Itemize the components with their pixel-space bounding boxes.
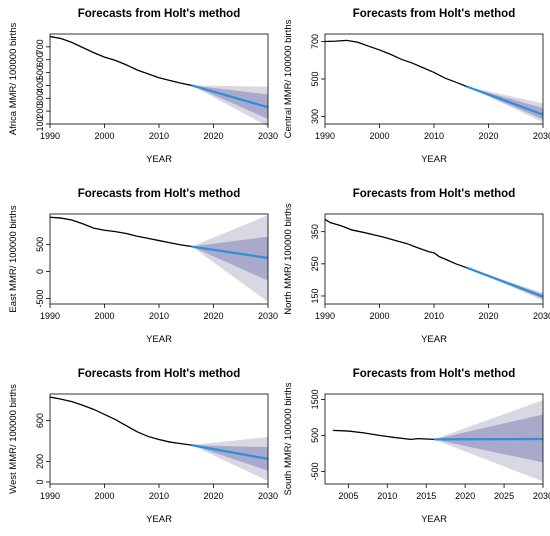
x-tick-label: 2025 [494, 491, 514, 501]
y-tick-label: 700 [35, 39, 45, 54]
x-tick-label: 2030 [533, 311, 550, 321]
y-axis-label: North MMR/ 100000 births [283, 203, 294, 315]
plot-frame [324, 393, 544, 485]
y-tick-label: -500 [310, 462, 320, 480]
chart-title: Forecasts from Holt's method [353, 368, 515, 380]
x-tick-label: 2020 [203, 131, 223, 141]
y-tick-label: -500 [35, 290, 45, 308]
history-line [49, 216, 192, 248]
y-tick-label: 300 [310, 109, 320, 124]
x-tick-label: 2000 [94, 491, 114, 501]
x-tick-label: 2000 [94, 131, 114, 141]
forecast-line [191, 245, 269, 260]
x-tick-label: 2000 [369, 131, 389, 141]
chart-title: Forecasts from Holt's method [78, 188, 240, 200]
x-axis-label: YEAR [146, 514, 172, 525]
x-tick-label: 2020 [478, 131, 498, 141]
y-tick-label: 500 [310, 71, 320, 86]
chart-title: Forecasts from Holt's method [78, 368, 240, 380]
history-line [332, 429, 435, 441]
y-axis-label: South MMR/ 100000 births [283, 382, 294, 495]
chart-panel-6: Forecasts from Holt's method 2005 2010 2015… [283, 368, 550, 525]
chart-title: Forecasts from Holt's method [353, 188, 515, 200]
band-80 [191, 445, 268, 471]
x-tick-label: 2000 [94, 311, 114, 321]
y-tick-label: 350 [310, 224, 320, 239]
x-tick-label: 2010 [377, 491, 397, 501]
y-tick-label: 1500 [310, 389, 320, 409]
chart-title: Forecasts from Holt's method [78, 8, 240, 20]
x-tick-label: 2010 [424, 311, 444, 321]
forecast-line [466, 266, 544, 298]
x-axis-label: YEAR [421, 154, 447, 165]
y-tick-label: 400 [35, 78, 45, 93]
x-axis-label: YEAR [146, 154, 172, 165]
x-tick-label: 2030 [258, 491, 278, 501]
x-tick-label: 2030 [258, 311, 278, 321]
x-tick-label: 2010 [149, 311, 169, 321]
x-tick-label: 1990 [315, 311, 335, 321]
x-tick-label: 2020 [203, 311, 223, 321]
y-tick-label: 0 [35, 269, 45, 274]
band-80 [191, 236, 268, 281]
y-axis-label: West MMR/ 100000 births [8, 384, 19, 494]
y-tick-label: 200 [35, 454, 45, 469]
y-tick-label: 600 [35, 52, 45, 67]
plot-frame [324, 33, 544, 125]
x-tick-label: 2005 [338, 491, 358, 501]
x-tick-label: 2010 [424, 131, 444, 141]
y-tick-label: 700 [310, 34, 320, 49]
y-tick-label: 250 [310, 256, 320, 271]
y-tick-label: 600 [35, 413, 45, 428]
y-tick-label: 0 [35, 479, 45, 484]
plot-frame [324, 213, 544, 305]
chart-panel-3: Forecasts from Holt's method 1990 2000 2010… [8, 188, 278, 345]
history-line [49, 396, 192, 446]
history-line [324, 218, 467, 269]
forecast-line [466, 85, 544, 116]
x-axis-label: YEAR [421, 514, 447, 525]
band-80 [191, 85, 268, 119]
x-tick-label: 2020 [455, 491, 475, 501]
y-axis-label: East MMR/ 100000 births [8, 205, 19, 312]
y-axis-label: Central MMR/ 100000 births [283, 19, 294, 138]
x-tick-label: 2010 [149, 491, 169, 501]
x-tick-label: 2020 [478, 311, 498, 321]
y-tick-label: 300 [35, 91, 45, 106]
y-tick-label: 150 [310, 288, 320, 303]
forecast-line [191, 84, 269, 109]
x-axis-label: YEAR [146, 334, 172, 345]
y-axis-label: Africa MMR/ 100000 births [8, 23, 19, 136]
x-tick-label: 1990 [40, 311, 60, 321]
y-tick-label: 200 [35, 104, 45, 119]
x-tick-label: 2015 [416, 491, 436, 501]
x-tick-label: 1990 [40, 491, 60, 501]
band-95 [466, 86, 543, 123]
x-tick-label: 2030 [258, 131, 278, 141]
chart-panel-4: Forecasts from Holt's method 1990 2000 2010… [283, 188, 550, 345]
x-tick-label: 2010 [149, 131, 169, 141]
y-tick-label: 500 [35, 237, 45, 252]
chart-panel-1: Forecasts from Holt's method 1990 2000 2010… [8, 8, 278, 165]
x-tick-label: 1990 [315, 131, 335, 141]
x-tick-label: 2020 [203, 491, 223, 501]
forecast-line [191, 444, 269, 461]
chart-panel-2: Forecasts from Holt's method 1990 2000 2010… [283, 8, 550, 165]
x-tick-label: 1990 [40, 131, 60, 141]
history-line [324, 39, 467, 88]
y-tick-label: 500 [35, 65, 45, 80]
x-tick-label: 2030 [533, 131, 550, 141]
chart-title: Forecasts from Holt's method [353, 8, 515, 20]
x-axis-label: YEAR [421, 334, 447, 345]
band-95 [466, 267, 543, 301]
x-tick-label: 2000 [369, 311, 389, 321]
y-tick-label: 500 [310, 428, 320, 443]
y-tick-label: 100 [35, 116, 45, 131]
history-line [49, 35, 192, 87]
x-tick-label: 2030 [533, 491, 550, 501]
